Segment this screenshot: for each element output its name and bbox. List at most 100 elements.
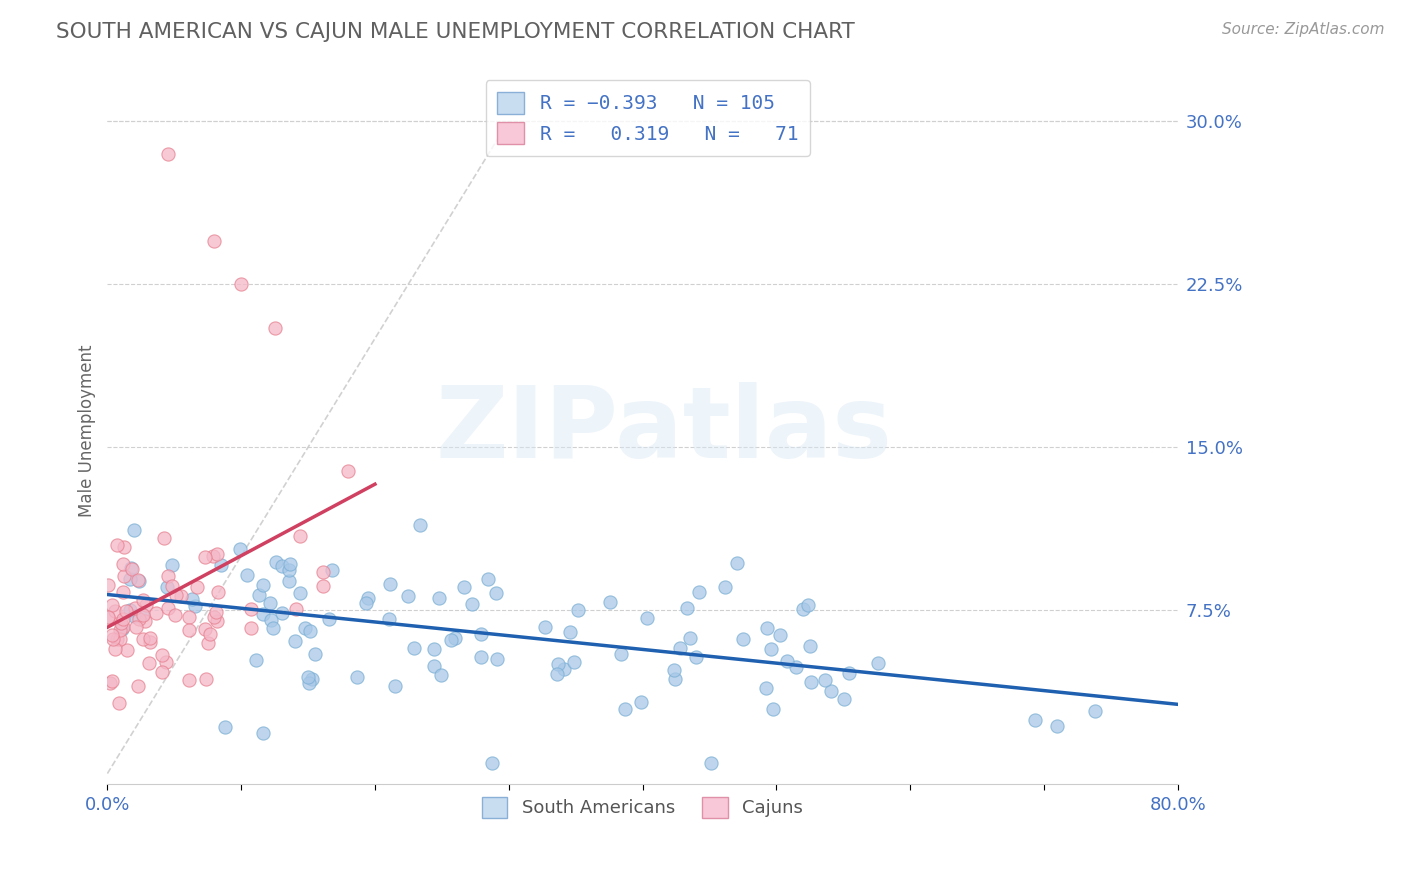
Point: [239, 621, 262, 635]
Point: [277, 563, 299, 577]
Point: [567, 603, 589, 617]
Point: [547, 657, 569, 671]
Point: [357, 591, 380, 605]
Point: [124, 523, 146, 537]
Point: [112, 568, 135, 582]
Point: [679, 631, 702, 645]
Point: [301, 672, 323, 686]
Point: [294, 622, 316, 636]
Point: [1084, 704, 1107, 718]
Point: [477, 573, 499, 587]
Point: [669, 640, 692, 655]
Point: [97, 609, 120, 624]
Point: [799, 639, 821, 653]
Point: [444, 631, 467, 645]
Point: [179, 624, 201, 638]
Point: [205, 614, 228, 628]
Point: [145, 606, 167, 620]
Point: [262, 621, 284, 635]
Point: [614, 702, 637, 716]
Point: [120, 560, 142, 574]
Point: [377, 612, 399, 626]
Point: [440, 632, 463, 647]
Point: [820, 684, 842, 698]
Point: [423, 658, 446, 673]
Point: [713, 580, 735, 594]
Point: [318, 611, 340, 625]
Point: [111, 584, 134, 599]
Point: [160, 558, 183, 572]
Point: [205, 605, 228, 619]
Point: [112, 541, 135, 555]
Point: [755, 681, 778, 695]
Point: [165, 588, 187, 602]
Point: [761, 642, 783, 657]
Point: [270, 559, 292, 574]
Point: [1046, 719, 1069, 733]
Point: [100, 674, 122, 689]
Point: [685, 650, 707, 665]
Point: [785, 660, 807, 674]
Point: [160, 578, 183, 592]
Point: [198, 627, 221, 641]
Point: [252, 578, 274, 592]
Point: [139, 631, 162, 645]
Point: [132, 608, 155, 623]
Point: [427, 591, 450, 605]
Point: [636, 611, 658, 625]
Point: [97, 609, 120, 624]
Point: [297, 670, 319, 684]
Point: [132, 593, 155, 607]
Point: [121, 561, 143, 575]
Point: [304, 648, 326, 662]
Point: [100, 598, 122, 612]
Point: [150, 648, 173, 662]
Point: [105, 538, 128, 552]
Point: [157, 569, 180, 583]
Point: [312, 579, 335, 593]
Point: [181, 591, 204, 606]
Point: [108, 632, 131, 646]
Point: [797, 599, 820, 613]
Point: [838, 666, 860, 681]
Point: [152, 531, 174, 545]
Point: [384, 680, 406, 694]
Point: [380, 577, 402, 591]
Point: [562, 655, 585, 669]
Point: [209, 558, 232, 573]
Point: [769, 628, 792, 642]
Point: [312, 566, 335, 580]
Point: [186, 580, 208, 594]
Point: [118, 572, 141, 586]
Point: [169, 589, 191, 603]
Point: [278, 557, 301, 571]
Point: [630, 695, 652, 709]
Point: [278, 574, 301, 588]
Point: [111, 612, 134, 626]
Point: [202, 609, 225, 624]
Point: [560, 624, 582, 639]
Point: [135, 598, 157, 612]
Point: [110, 616, 132, 631]
Point: [700, 756, 723, 770]
Point: [599, 595, 621, 609]
Point: [1024, 713, 1046, 727]
Point: [193, 622, 215, 636]
Point: [470, 650, 492, 665]
Point: [134, 614, 156, 628]
Point: [664, 672, 686, 686]
Point: [430, 667, 453, 681]
Point: [197, 636, 219, 650]
Point: [103, 604, 125, 618]
Point: [263, 320, 285, 334]
Point: [194, 549, 217, 564]
Point: [731, 632, 754, 646]
Point: [832, 692, 855, 706]
Point: [195, 672, 218, 686]
Point: [156, 146, 179, 161]
Point: [122, 609, 145, 624]
Point: [252, 607, 274, 622]
Point: [755, 621, 778, 635]
Point: [128, 574, 150, 588]
Point: [124, 601, 146, 615]
